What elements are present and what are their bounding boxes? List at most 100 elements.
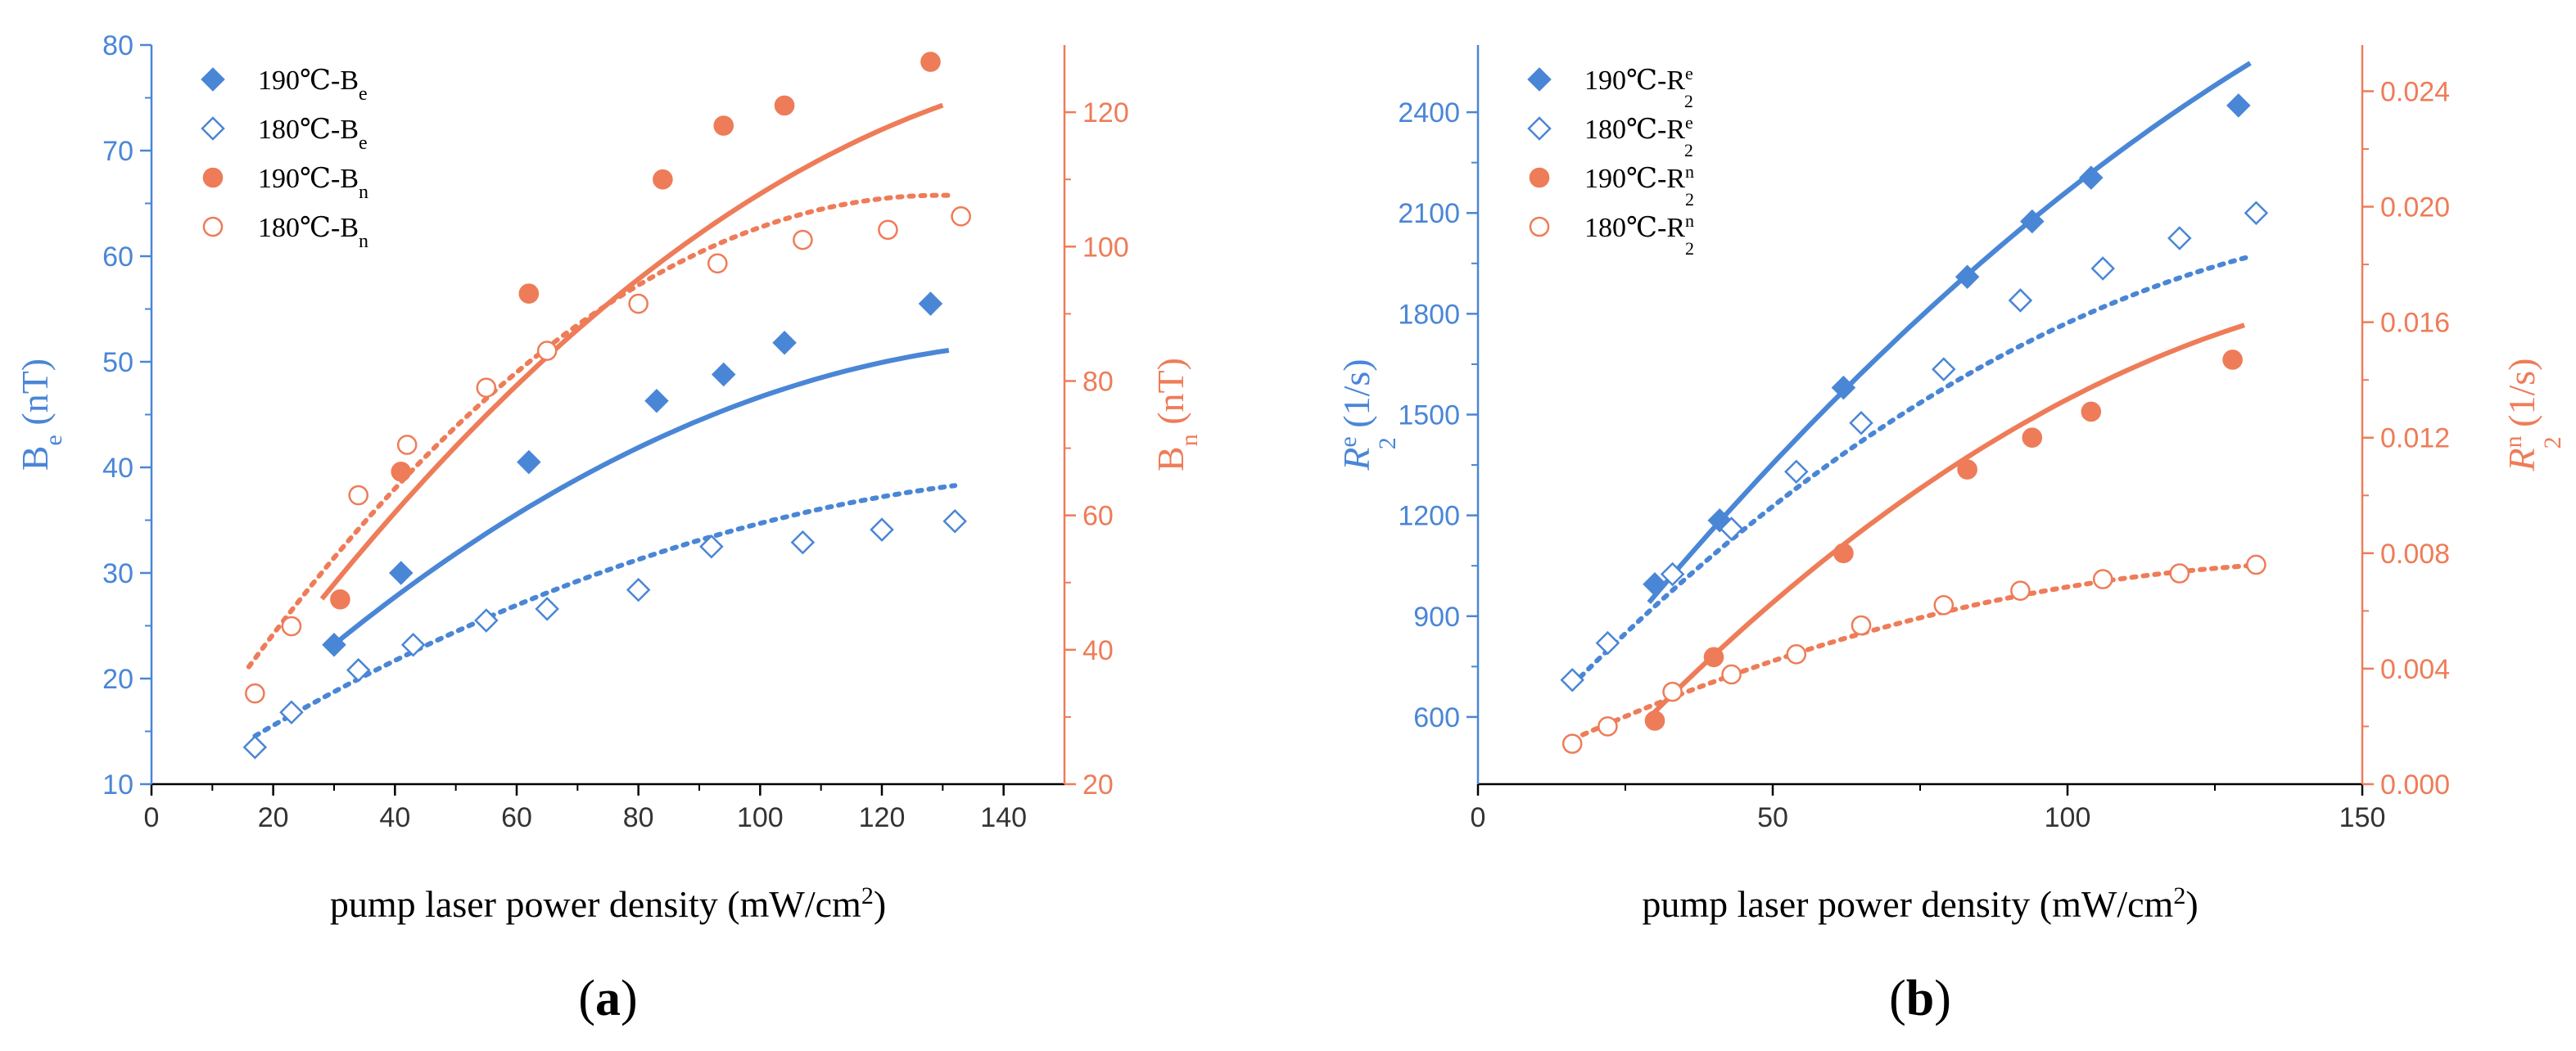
series-2	[1644, 323, 2245, 731]
data-point	[707, 253, 728, 274]
series-1	[1560, 201, 2269, 692]
data-point	[790, 530, 816, 555]
data-point	[653, 169, 673, 190]
fit-curve-1	[252, 483, 958, 739]
data-point	[772, 331, 797, 355]
legend-label: 190℃-Bn	[258, 164, 368, 203]
fit-curve-0	[1647, 61, 2252, 605]
y-left-tick-label: 600	[1413, 702, 1460, 733]
legend-label: 190℃-Rn 2	[1584, 161, 1694, 210]
data-point	[474, 608, 499, 633]
data-point	[2244, 201, 2269, 225]
x-tick-label: 100	[737, 802, 784, 833]
y-left-axis-title: Be (nT)	[14, 359, 67, 471]
data-point	[774, 95, 795, 116]
data-point	[1933, 595, 1955, 616]
data-point	[2226, 93, 2251, 118]
data-point	[2020, 209, 2045, 234]
data-point	[2169, 563, 2190, 584]
data-point	[2167, 226, 2192, 250]
y-left-tick-label: 30	[102, 558, 133, 589]
x-axis-title: pump laser power density (mW/cm2)	[330, 882, 886, 926]
data-point	[2008, 288, 2033, 313]
legend-label: 180℃-Bn	[258, 213, 368, 252]
series-3	[245, 192, 971, 704]
fit-curve-1	[1570, 254, 2253, 688]
data-point	[1643, 572, 1667, 597]
legend-label: 190℃-Be	[258, 65, 368, 105]
data-point	[346, 657, 371, 683]
data-point	[1833, 543, 1854, 564]
legend-marker	[201, 116, 225, 141]
data-point	[322, 632, 346, 657]
fit-curve-2	[319, 102, 944, 601]
data-point	[626, 577, 651, 602]
legend: 190℃-Be 180℃-Be 190℃-Bn 180℃-Bn	[201, 65, 368, 252]
y-right-tick-label: 0.004	[2380, 654, 2450, 685]
x-axis-title: pump laser power density (mW/cm2)	[1642, 882, 2198, 926]
fit-curve-2	[1647, 323, 2245, 719]
data-point	[878, 219, 898, 241]
y-right-tick-label: 80	[1082, 366, 1114, 397]
y-right-axis-title: Bn (nT)	[1150, 358, 1203, 471]
y-left-tick-label: 1200	[1398, 501, 1460, 532]
data-point	[400, 632, 426, 657]
data-point	[628, 293, 649, 314]
data-point	[1561, 733, 1583, 754]
data-point	[951, 206, 971, 227]
y-left-tick-label: 40	[102, 453, 133, 484]
x-tick-label: 0	[144, 802, 160, 833]
y-right-tick-label: 120	[1082, 97, 1129, 129]
series-0	[322, 291, 950, 657]
data-point	[870, 517, 894, 542]
y-right-axis-title: Rn 2 (1/s)	[2500, 359, 2567, 472]
series-2	[319, 52, 944, 610]
data-point	[2081, 401, 2102, 422]
y-right-tick-label: 60	[1082, 501, 1114, 532]
legend-marker	[1529, 167, 1550, 188]
y-right-tick-label: 100	[1082, 232, 1129, 263]
legend-marker	[1529, 216, 1550, 237]
data-point	[1703, 647, 1724, 668]
data-point	[279, 700, 304, 725]
data-point	[1831, 375, 1856, 400]
data-point	[517, 449, 541, 475]
series-3	[1561, 554, 2266, 754]
x-tick-label: 20	[258, 802, 289, 833]
y-right-tick-label: 40	[1082, 635, 1114, 666]
data-point	[281, 616, 302, 637]
data-point	[2022, 427, 2043, 449]
data-point	[518, 283, 540, 304]
data-point	[1560, 667, 1584, 692]
data-point	[793, 229, 813, 250]
y-right-tick-label: 0.012	[2380, 423, 2450, 454]
y-right-tick-label: 0.008	[2380, 539, 2450, 570]
data-point	[536, 341, 558, 361]
data-point	[1851, 615, 1872, 636]
data-point	[1644, 710, 1665, 731]
y-left-tick-label: 1800	[1398, 299, 1460, 330]
fit-curve-3	[1570, 562, 2259, 742]
x-tick-label: 50	[1757, 802, 1788, 833]
x-tick-label: 140	[980, 802, 1027, 833]
data-point	[1662, 681, 1683, 702]
data-point	[1719, 516, 1744, 541]
data-point	[388, 561, 414, 585]
data-point	[918, 291, 943, 316]
y-left-tick-label: 20	[102, 664, 133, 695]
y-left-tick-label: 2100	[1398, 198, 1460, 229]
data-point	[2246, 554, 2266, 575]
data-point	[2092, 569, 2113, 589]
y-right-tick-label: 0.024	[2380, 76, 2450, 107]
y-left-tick-label: 10	[102, 769, 133, 801]
data-point	[476, 377, 497, 398]
data-point	[2222, 350, 2243, 370]
data-point	[245, 683, 265, 704]
legend-marker	[202, 216, 224, 237]
data-point	[644, 388, 669, 413]
x-tick-label: 80	[623, 802, 654, 833]
data-point	[535, 597, 559, 621]
data-point	[391, 461, 412, 482]
data-point	[348, 485, 369, 506]
